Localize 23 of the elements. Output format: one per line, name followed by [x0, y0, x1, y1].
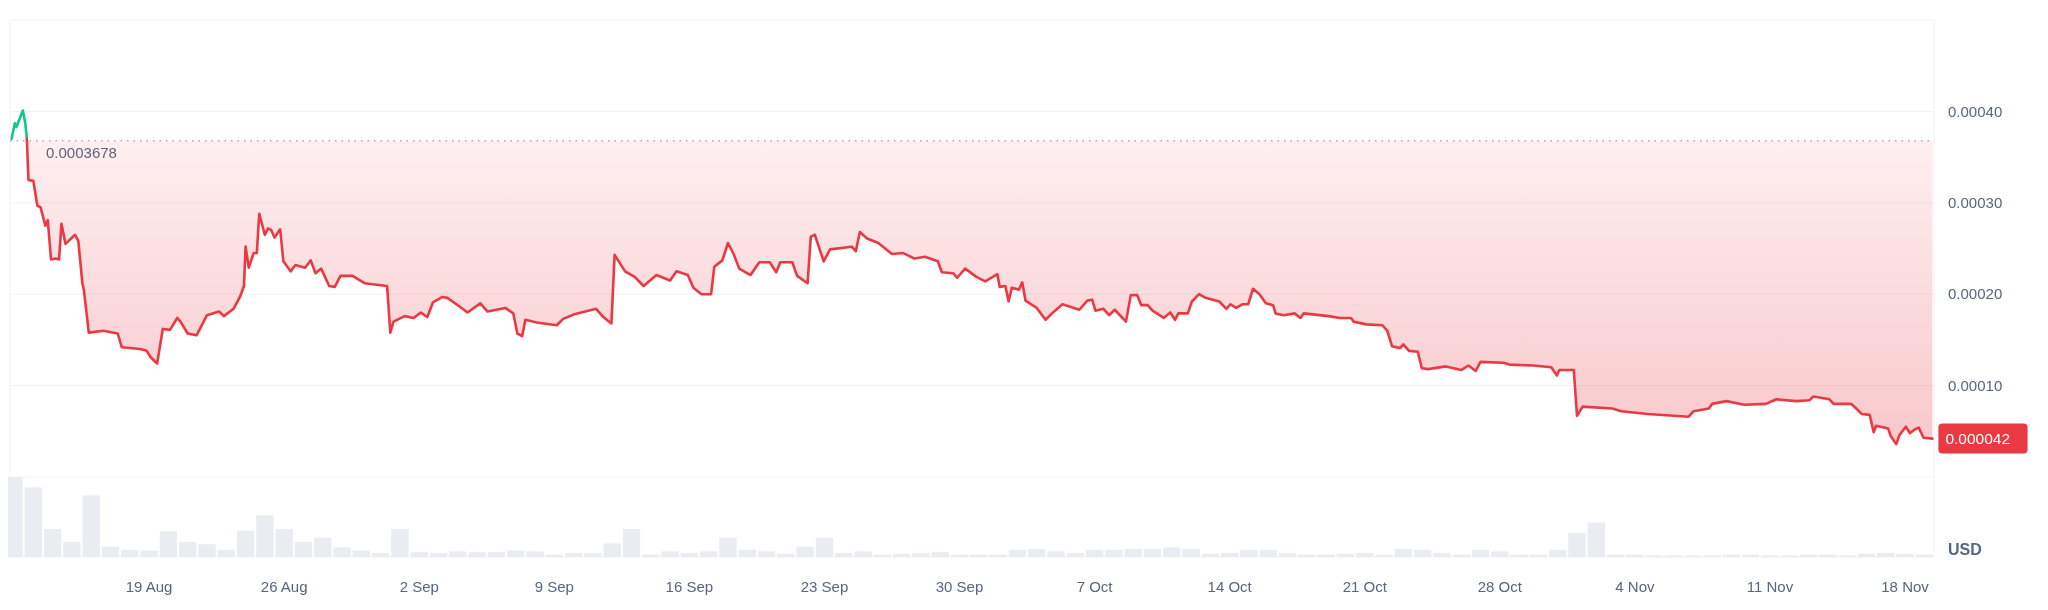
x-tick-label: 7 Oct [1076, 578, 1114, 595]
x-tick-label: 11 Nov [1746, 578, 1794, 595]
x-tick-label: 30 Sep [935, 578, 984, 595]
x-tick-label: 16 Sep [665, 578, 714, 595]
x-tick-label: 14 Oct [1207, 578, 1253, 595]
y-tick-label: 0.00010 [1948, 376, 2003, 394]
x-tick-label: 18 Nov [1881, 578, 1930, 595]
y-tick-label: 0.00030 [1948, 194, 2003, 212]
y-tick-label: 0.00020 [1948, 285, 2003, 303]
x-tick-label: 4 Nov [1615, 578, 1655, 595]
x-tick-label: 23 Sep [800, 578, 849, 595]
line-series [10, 109, 29, 141]
ref-line-label: 0.0003678 [46, 143, 117, 161]
annotation: 0.000042 [1945, 430, 2011, 448]
x-tick-label: 21 Oct [1342, 578, 1388, 595]
x-tick-label: 28 Oct [1477, 578, 1523, 595]
y-axis-title: USD [1948, 541, 1982, 558]
price-tag: 0.000042 [1938, 423, 2028, 454]
x-tick-label: 19 Aug [125, 578, 173, 595]
x-tick-label: 9 Sep [534, 578, 574, 595]
y-tick-label: 0.00040 [1948, 102, 2003, 120]
x-tick-label: 2 Sep [399, 578, 439, 595]
x-tick-label: 26 Aug [260, 578, 308, 595]
